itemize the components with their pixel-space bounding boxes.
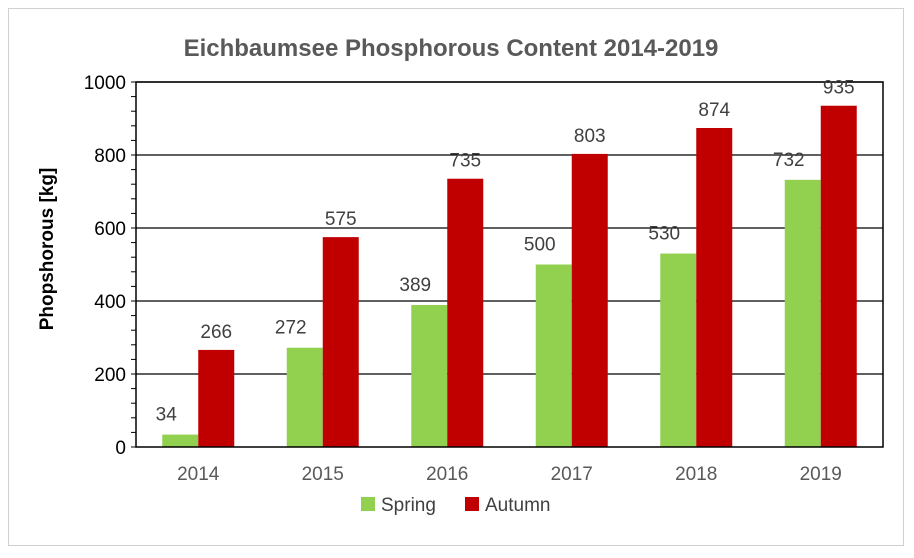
bar-spring-2014 xyxy=(162,434,199,447)
x-tick-label: 2015 xyxy=(302,464,344,485)
data-label: 34 xyxy=(156,405,178,426)
legend-label-autumn: Autumn xyxy=(485,495,550,516)
axes: 0 200 400 600 800 1000 2014 2015 2016 2017 2018 201… xyxy=(84,73,884,485)
bar-autumn-2018 xyxy=(696,127,733,448)
legend: Spring Autumn xyxy=(361,495,550,516)
x-tick-label: 2017 xyxy=(551,464,593,485)
chart-frame: Eichbaumsee Phosphorous Content 2014-201… xyxy=(8,8,904,546)
data-label: 500 xyxy=(524,235,556,256)
bar-spring-2018 xyxy=(660,253,697,447)
data-label: 803 xyxy=(574,126,606,147)
bar-autumn-2019 xyxy=(820,105,857,447)
bar-spring-2015 xyxy=(286,347,323,447)
data-label: 272 xyxy=(275,318,307,339)
data-label: 935 xyxy=(823,78,855,99)
bar-autumn-2017 xyxy=(571,153,608,447)
x-tick-label: 2016 xyxy=(426,464,468,485)
chart: Eichbaumsee Phosphorous Content 2014-201… xyxy=(37,35,884,516)
bar-autumn-2016 xyxy=(447,178,484,447)
x-tick-label: 2018 xyxy=(675,464,717,485)
x-tick-label: 2014 xyxy=(177,464,220,485)
legend-label-spring: Spring xyxy=(381,495,436,516)
bar-spring-2017 xyxy=(535,264,572,447)
bar-spring-2019 xyxy=(784,179,821,447)
data-label: 575 xyxy=(325,209,357,230)
data-label: 735 xyxy=(449,151,481,172)
y-tick-label: 200 xyxy=(94,365,126,386)
data-label: 530 xyxy=(648,224,680,245)
bar-spring-2016 xyxy=(411,305,448,447)
data-label: 389 xyxy=(399,275,431,296)
y-tick-label: 600 xyxy=(94,219,126,240)
data-label: 732 xyxy=(773,150,805,171)
y-tick-label: 1000 xyxy=(84,73,126,94)
bar-autumn-2015 xyxy=(322,237,359,447)
y-tick-label: 400 xyxy=(94,292,126,313)
data-label: 266 xyxy=(200,322,232,343)
y-axis-label: Phopshorous [kg] xyxy=(37,168,58,331)
legend-swatch-spring xyxy=(361,497,375,511)
bar-autumn-2014 xyxy=(198,349,235,447)
data-labels: 34 266 272 575 389 735 500 803 530 874 732 935 xyxy=(156,78,855,426)
plot-area-border xyxy=(135,81,884,448)
legend-swatch-autumn xyxy=(465,497,479,511)
y-tick-label: 800 xyxy=(94,146,126,167)
bars xyxy=(162,105,857,448)
y-tick-label: 0 xyxy=(115,438,126,459)
chart-title: Eichbaumsee Phosphorous Content 2014-201… xyxy=(184,35,719,62)
x-tick-label: 2019 xyxy=(800,464,842,485)
gridlines xyxy=(136,81,883,375)
data-label: 874 xyxy=(698,100,730,121)
